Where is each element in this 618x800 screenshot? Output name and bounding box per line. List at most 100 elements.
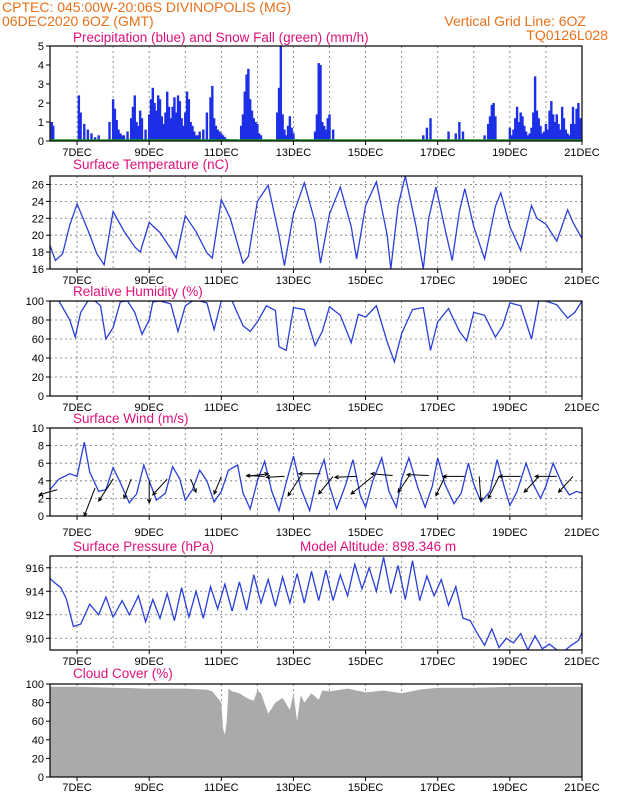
header-grid-note: Vertical Grid Line: 6OZ <box>444 13 586 29</box>
precip-bar <box>250 110 254 141</box>
precip-bar <box>169 118 173 141</box>
cloud-cover-area <box>50 686 582 777</box>
wind-direction-arrow <box>98 478 114 503</box>
wind-xtick-label: 21DEC <box>564 527 600 539</box>
precip-bar <box>517 122 521 141</box>
precip-bar <box>425 127 429 141</box>
precip-bar <box>189 122 192 141</box>
wind-ytick-label: 8 <box>38 441 44 453</box>
wind-direction-arrow <box>478 476 483 503</box>
precip-bar <box>569 123 573 141</box>
precip-bar <box>171 106 174 141</box>
precip-bar <box>321 122 324 141</box>
pressure-xtick-label: 15DEC <box>348 656 384 668</box>
precip-bar <box>535 110 539 141</box>
precip-bar <box>257 133 261 141</box>
precip-bar <box>254 122 257 141</box>
wind-xtick-label: 7DEC <box>62 527 91 539</box>
cloud-xtick-label: 21DEC <box>564 782 600 794</box>
precip-bar <box>133 95 136 141</box>
precip-bar <box>553 122 557 141</box>
precip-bar <box>167 106 171 141</box>
precip-bar <box>117 129 120 141</box>
precip-bar <box>129 118 133 141</box>
temperature-series-line <box>50 176 582 269</box>
pressure-series-line <box>50 557 582 650</box>
cloud-title: Cloud Cover (%) <box>73 666 173 681</box>
precip-bar <box>319 65 322 141</box>
precip-panel: Precipitation (blue) and Snow Fall (gree… <box>38 30 600 159</box>
precip-bar <box>514 118 517 141</box>
precip-xtick-label: 13DEC <box>276 147 312 159</box>
wind-direction-arrow <box>397 476 410 494</box>
precip-bar <box>196 135 200 141</box>
precip-title: Precipitation (blue) and Snow Fall (gree… <box>73 30 369 45</box>
precip-bar <box>560 106 564 141</box>
precip-bar <box>550 101 553 141</box>
humidity-xtick-label: 11DEC <box>204 402 239 414</box>
precip-bar <box>157 95 160 141</box>
wind-direction-arrow <box>317 476 334 495</box>
wind-direction-arrow <box>435 476 446 497</box>
precip-bar <box>279 46 283 141</box>
humidity-xtick-label: 15DEC <box>348 402 384 414</box>
pressure-annotation: Model Altitude: 898.346 m <box>300 539 456 554</box>
precip-bar <box>277 87 281 141</box>
precip-bar <box>111 99 115 141</box>
precip-bar <box>113 108 117 141</box>
temperature-xtick-label: 19DEC <box>492 275 528 287</box>
precip-bar <box>313 131 317 141</box>
temperature-xtick-label: 7DEC <box>62 275 91 287</box>
temperature-xtick-label: 11DEC <box>204 275 239 287</box>
precip-bar <box>461 131 465 141</box>
precip-bar <box>120 135 124 141</box>
precip-bar <box>218 131 221 141</box>
precip-bar <box>512 129 515 141</box>
precip-bar <box>458 122 461 141</box>
precip-bar <box>191 125 194 141</box>
pressure-title: Surface Pressure (hPa) <box>73 539 214 554</box>
precip-bar <box>176 95 180 141</box>
pressure-xtick-label: 19DEC <box>492 656 528 668</box>
precip-bar <box>138 110 142 141</box>
precip-bar <box>483 135 486 141</box>
precip-bar <box>447 131 450 141</box>
cloud-ytick-label: 40 <box>32 735 44 747</box>
precip-bar <box>324 129 328 141</box>
precip-bar <box>173 97 176 141</box>
cloud-ytick-label: 60 <box>32 716 44 728</box>
precip-bar <box>175 112 178 141</box>
wind-ytick-label: 10 <box>32 423 44 435</box>
precip-bar <box>526 135 530 141</box>
precip-bar <box>541 133 544 141</box>
precip-bar <box>288 116 292 141</box>
wind-direction-arrow <box>123 478 132 500</box>
pressure-xtick-label: 9DEC <box>135 656 164 668</box>
precip-bar <box>151 87 154 141</box>
precip-bar <box>144 129 147 141</box>
precip-bar <box>241 114 245 141</box>
precip-bar <box>566 133 569 141</box>
cloud-xtick-label: 7DEC <box>62 782 91 794</box>
precip-bar <box>276 112 279 141</box>
precip-xtick-label: 17DEC <box>420 147 456 159</box>
pressure-xtick-label: 21DEC <box>564 656 600 668</box>
pressure-ytick-label: 912 <box>26 610 44 622</box>
humidity-xtick-label: 13DEC <box>276 402 312 414</box>
temperature-ytick-label: 24 <box>32 196 44 208</box>
precip-bar <box>551 114 555 141</box>
humidity-title: Relative Humidity (%) <box>73 284 203 299</box>
precip-bar <box>149 99 153 141</box>
precip-ytick-label: 4 <box>38 60 44 72</box>
cloud-panel: Cloud Cover (%) 0 20 40 60 80 100 7DEC 9DEC 11DEC… <box>26 666 600 794</box>
wind-direction-arrow <box>213 476 222 496</box>
wind-series-line <box>50 441 582 513</box>
cloud-ytick-label: 100 <box>26 679 44 691</box>
precip-bar <box>578 118 582 141</box>
precip-bar <box>492 103 495 141</box>
wind-direction-arrow <box>369 471 393 477</box>
precip-bar <box>283 129 286 141</box>
precip-bar <box>544 123 548 141</box>
pressure-ytick-label: 910 <box>26 633 44 645</box>
precip-bar <box>281 114 284 141</box>
